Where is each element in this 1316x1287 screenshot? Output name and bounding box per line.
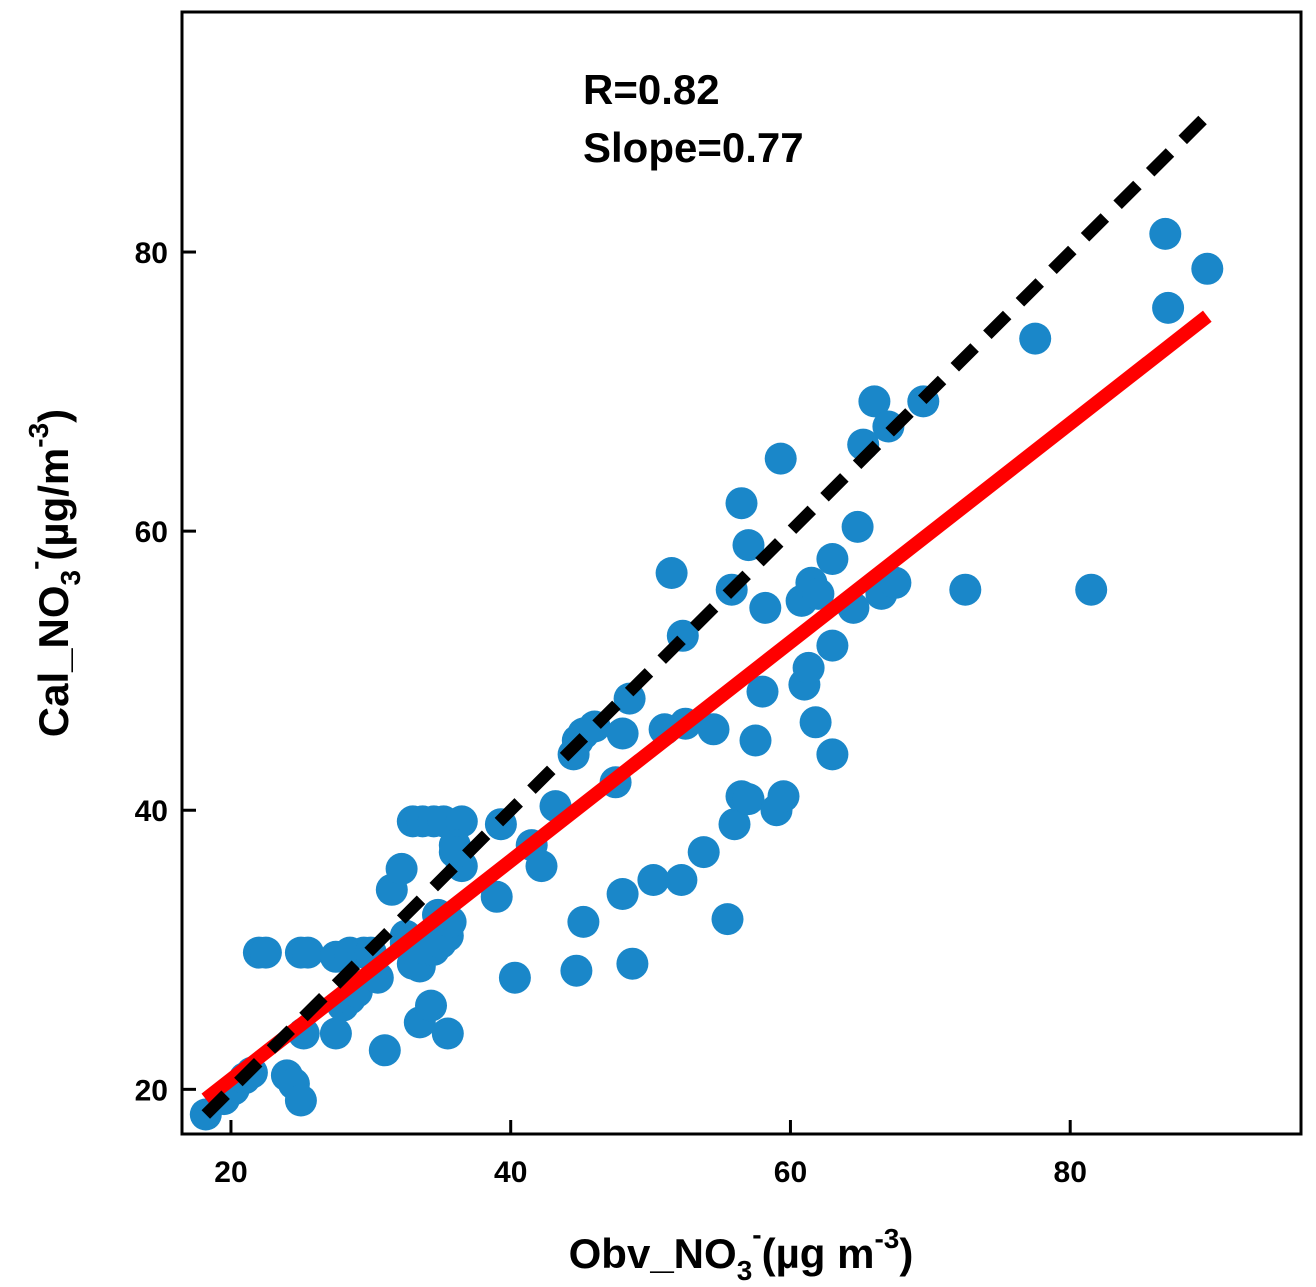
x-axis-title-tail-close: )	[899, 1230, 913, 1277]
x-axis-title-tail-open: (µg m	[762, 1230, 875, 1277]
data-point	[739, 724, 772, 757]
lines-layer	[201, 111, 1212, 1119]
data-point	[816, 738, 849, 771]
y-axis-title-sup: -	[19, 561, 50, 570]
data-point	[1152, 291, 1185, 324]
y-axis-title-tail-sup: -3	[23, 423, 54, 448]
x-axis-title-sup: -	[752, 1219, 761, 1250]
data-point	[858, 385, 891, 418]
x-axis-ticks: 20 40 60 80	[214, 1120, 1087, 1189]
x-tick-label: 60	[774, 1156, 807, 1189]
plot-frame	[180, 10, 1303, 1136]
data-point	[732, 783, 765, 816]
data-point	[949, 573, 982, 606]
data-point	[725, 487, 758, 520]
data-point	[746, 675, 779, 708]
fit-line	[201, 310, 1212, 1105]
y-tick-label: 20	[135, 1074, 168, 1107]
data-point	[767, 780, 800, 813]
data-point	[249, 936, 282, 969]
annotation-r: R=0.82	[583, 66, 720, 113]
data-point	[637, 864, 670, 896]
data-point	[816, 629, 849, 662]
y-axis-title: Cal_NO3-(µg/m-3)	[19, 409, 86, 737]
data-point	[1149, 217, 1182, 250]
data-point	[665, 864, 698, 896]
one-to-one-line	[201, 111, 1212, 1119]
data-point	[385, 852, 418, 885]
x-axis-title: Obv_NO3 -(µg m-3)	[569, 1219, 914, 1286]
data-point	[732, 529, 765, 562]
data-point	[525, 850, 558, 883]
data-point	[687, 836, 720, 869]
data-point	[749, 591, 782, 624]
data-point	[498, 961, 531, 994]
data-point	[567, 905, 600, 938]
y-tick-label: 80	[135, 237, 168, 270]
data-point	[560, 954, 593, 987]
x-axis-title-tail-sup: -3	[874, 1223, 899, 1254]
data-point	[319, 1017, 352, 1050]
data-point	[606, 717, 639, 750]
y-axis-title-sub: 3	[55, 570, 86, 586]
data-point	[606, 878, 639, 910]
data-point	[368, 1034, 401, 1067]
data-point	[1191, 252, 1224, 285]
data-point	[1075, 573, 1108, 606]
data-point	[718, 808, 751, 841]
y-axis-title-tail-close: )	[30, 409, 77, 423]
annotation-slope: Slope=0.77	[583, 124, 804, 171]
x-axis-title-main: Obv_NO	[569, 1230, 737, 1277]
y-axis-title-tail-open: (µg/m	[30, 448, 77, 561]
x-axis-title-sub: 3	[737, 1255, 753, 1286]
data-point	[1019, 322, 1052, 355]
data-point	[480, 880, 513, 913]
data-point	[816, 543, 849, 575]
y-axis-title-main: Cal_NO	[30, 585, 77, 737]
x-tick-label: 40	[494, 1156, 527, 1189]
data-point	[764, 442, 797, 475]
x-tick-label: 20	[214, 1156, 247, 1189]
data-point	[841, 510, 874, 543]
y-axis-ticks: 20 40 60 80	[135, 237, 196, 1107]
data-point	[291, 936, 324, 969]
data-point	[792, 651, 825, 684]
data-point	[697, 713, 730, 746]
data-point	[802, 577, 835, 610]
y-tick-label: 40	[135, 795, 168, 828]
data-point	[799, 706, 832, 739]
x-tick-label: 80	[1054, 1156, 1087, 1189]
data-point	[438, 836, 471, 869]
data-point	[711, 903, 744, 936]
data-point	[616, 947, 649, 980]
data-point	[655, 557, 688, 589]
data-point	[431, 1017, 464, 1050]
data-point	[284, 1084, 317, 1117]
y-tick-label: 60	[135, 516, 168, 549]
data-point	[415, 989, 447, 1022]
points-layer	[189, 217, 1224, 1131]
